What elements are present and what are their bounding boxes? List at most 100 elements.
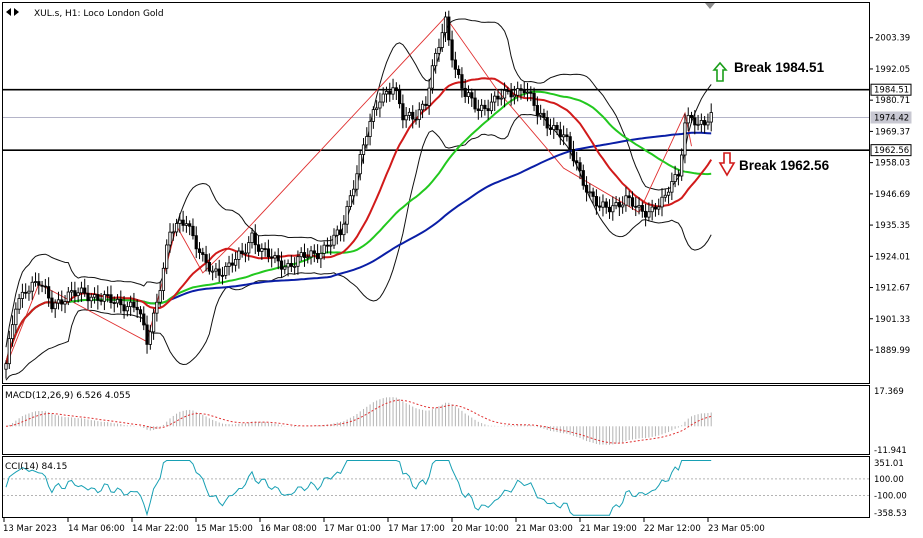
candle-bull (129, 301, 133, 308)
candle-bull (53, 302, 57, 310)
time-tick-label: 23 Mar 05:00 (708, 524, 765, 534)
candle-bull (437, 47, 441, 54)
candle-bull (499, 97, 503, 100)
candle-bull (502, 90, 507, 99)
bollinger-lower-line (5, 113, 712, 381)
candle-bear (529, 91, 533, 94)
time-tick-label: 21 Mar 03:00 (516, 524, 573, 534)
candle-bull (237, 250, 241, 260)
candle-bear (394, 87, 398, 92)
candle-bear (191, 225, 195, 237)
candle-bull (375, 107, 379, 111)
candle-bull (361, 144, 366, 155)
candle-bull (260, 248, 264, 252)
candle-bear (473, 97, 477, 110)
candle-bull (601, 201, 605, 208)
annotation-break-up: Break 1984.51 (734, 60, 825, 75)
candle-bear (112, 302, 116, 304)
cci-label: CCI(14) 84.15 (5, 462, 67, 472)
candle-bull (637, 205, 641, 208)
candle-bull (378, 101, 382, 109)
candle-bear (181, 219, 185, 226)
candle-bear (575, 160, 579, 164)
level-label: 1984.51 (874, 86, 909, 96)
price-tick-label: 1992.05 (875, 65, 910, 75)
candle-bear (253, 232, 257, 246)
candle-bull (663, 194, 667, 198)
candle-bull (211, 270, 215, 273)
candle-bear (607, 206, 612, 213)
candle-bear (535, 105, 539, 116)
candle-bull (296, 256, 300, 267)
candle-bull (306, 256, 310, 259)
candle-bull (384, 91, 389, 95)
candle-bull (125, 306, 129, 312)
symbol-info: XUL.s, H1: Loco London Gold (34, 9, 164, 19)
collapse-chevron-icon[interactable] (6, 8, 11, 16)
main-plot-layer: Break 1984.51 Break 1962.56 (3, 10, 869, 381)
candle-bull (670, 181, 674, 193)
candle-bull (233, 259, 238, 266)
time-tick-label: 20 Mar 10:00 (452, 524, 509, 534)
cci-tick-label: 100.00 (874, 475, 904, 485)
candle-bear (217, 268, 221, 276)
candle-bear (634, 205, 638, 208)
scroll-marker-icon[interactable] (705, 3, 715, 9)
candle-bear (96, 294, 100, 301)
cci-tick-label: -358.53 (874, 509, 907, 519)
candle-bull (161, 267, 166, 291)
candle-bear (279, 260, 284, 270)
candle-bear (542, 112, 546, 118)
candle-bear (325, 244, 330, 247)
candle-bull (66, 291, 70, 302)
candle-bull (92, 294, 97, 298)
candle-bear (693, 117, 697, 126)
candle-bear (640, 205, 644, 212)
ma50-line (5, 90, 712, 364)
candle-bull (322, 244, 326, 254)
candle-bull (624, 195, 628, 206)
cci-tick-label: 351.01 (874, 459, 904, 469)
candle-bear (627, 195, 631, 199)
candle-bull (706, 121, 710, 126)
candle-bear (476, 108, 480, 112)
candle-bear (142, 313, 146, 326)
candle-bull (660, 196, 664, 208)
candle-bear (703, 120, 707, 126)
zigzag-line (5, 16, 692, 367)
candle-bear (270, 256, 274, 259)
candle-bull (286, 263, 290, 268)
candle-bear (578, 162, 582, 171)
price-tick-label: 1969.37 (875, 127, 910, 137)
candle-bull (381, 93, 385, 103)
candle-bull (76, 292, 80, 297)
candle-bull (466, 92, 471, 97)
candle-bear (545, 117, 549, 129)
price-tick-label: 2003.39 (875, 34, 910, 44)
candle-bull (365, 136, 369, 146)
candle-bear (312, 250, 316, 254)
price-tick-label: 1889.99 (875, 346, 910, 356)
candle-bull (63, 301, 67, 305)
time-tick-label: 15 Mar 15:00 (196, 524, 253, 534)
candle-bull (299, 252, 303, 258)
level-label-box (870, 83, 912, 96)
candle-bull (391, 87, 395, 95)
candle-bear (463, 87, 467, 97)
candle-bull (621, 204, 625, 208)
cci-panel (2, 456, 870, 518)
candle-bull (666, 191, 671, 196)
expand-chevron-icon[interactable] (14, 8, 19, 16)
candle-bull (250, 232, 254, 244)
candle-bear (188, 223, 192, 227)
candle-bull (479, 104, 484, 112)
candle-bull (539, 112, 543, 116)
time-tick-label: 17 Mar 17:00 (388, 524, 445, 534)
cci-line (5, 460, 712, 517)
candle-bull (165, 244, 169, 269)
candle-bull (342, 223, 346, 236)
candle-bear (411, 111, 415, 120)
candle-bull (493, 95, 497, 103)
candle-bull (427, 87, 431, 106)
